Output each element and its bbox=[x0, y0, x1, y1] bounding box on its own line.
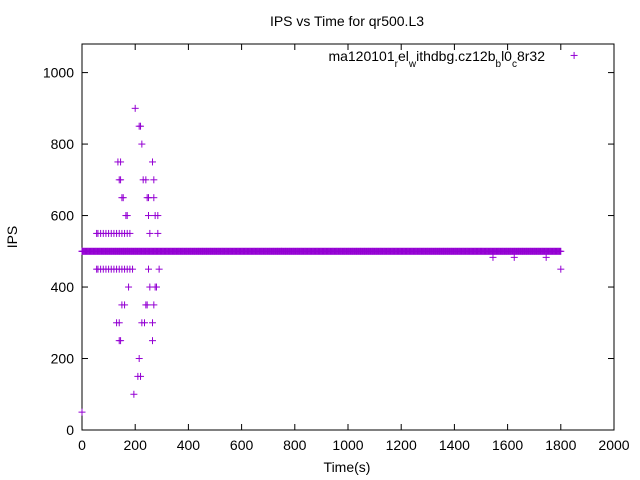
data-point bbox=[150, 176, 158, 184]
legend-label: ma120101relwithdbg.cz12bbl0c8r32 bbox=[328, 48, 545, 70]
x-tick-label: 200 bbox=[124, 437, 148, 453]
data-point bbox=[155, 265, 163, 273]
data-point bbox=[557, 247, 565, 255]
data-point bbox=[117, 158, 125, 166]
axis-ticks: 0 200 400 600 800 1000 1200 1400 1600 1800 2000 0 20… bbox=[43, 44, 630, 453]
legend-marker-icon bbox=[570, 51, 578, 59]
data-point bbox=[145, 212, 152, 220]
data-point bbox=[78, 247, 86, 255]
data-point bbox=[154, 212, 162, 220]
data-point bbox=[78, 408, 86, 416]
data-point bbox=[150, 301, 158, 309]
y-tick-label: 400 bbox=[51, 279, 75, 295]
y-tick-label: 200 bbox=[51, 351, 75, 367]
data-point bbox=[115, 319, 123, 327]
data-point bbox=[148, 337, 156, 345]
data-point bbox=[489, 253, 497, 261]
data-point bbox=[137, 372, 145, 380]
data-point bbox=[141, 319, 149, 327]
data-point bbox=[145, 265, 152, 273]
data-point bbox=[148, 319, 156, 327]
y-axis-label: IPS bbox=[4, 226, 20, 249]
x-tick-label: 1800 bbox=[545, 437, 576, 453]
legend-marker bbox=[570, 51, 578, 59]
data-point bbox=[126, 229, 134, 237]
x-tick-label: 1200 bbox=[386, 437, 417, 453]
data-point bbox=[123, 212, 131, 220]
data-point bbox=[119, 194, 127, 202]
data-point bbox=[146, 229, 154, 237]
x-tick-label: 600 bbox=[230, 437, 254, 453]
data-point bbox=[131, 104, 139, 112]
data-point bbox=[154, 229, 162, 237]
data-point bbox=[125, 283, 133, 291]
data-point bbox=[117, 176, 125, 184]
data-point bbox=[143, 301, 151, 309]
data-point bbox=[557, 265, 565, 273]
y-tick-label: 800 bbox=[51, 136, 75, 152]
data-points bbox=[78, 104, 565, 416]
data-point bbox=[130, 390, 138, 398]
data-point bbox=[142, 176, 150, 184]
x-axis-label: Time(s) bbox=[324, 459, 371, 475]
y-tick-label: 600 bbox=[51, 208, 75, 224]
x-tick-label: 1600 bbox=[492, 437, 523, 453]
data-point bbox=[138, 140, 146, 148]
data-point bbox=[510, 253, 518, 261]
data-point bbox=[152, 283, 160, 291]
y-tick-label: 1000 bbox=[43, 65, 74, 81]
data-point bbox=[148, 158, 156, 166]
data-point bbox=[117, 337, 125, 345]
plot-frame bbox=[81, 43, 615, 431]
data-point bbox=[121, 301, 129, 309]
data-point bbox=[150, 194, 158, 202]
data-point bbox=[129, 265, 137, 273]
data-point bbox=[542, 253, 550, 261]
y-tick-label: 0 bbox=[66, 422, 74, 438]
x-tick-label: 1400 bbox=[439, 437, 470, 453]
x-tick-label: 800 bbox=[283, 437, 307, 453]
x-tick-label: 0 bbox=[78, 437, 86, 453]
data-point bbox=[135, 355, 143, 363]
x-tick-label: 2000 bbox=[598, 437, 629, 453]
chart-title: IPS vs Time for qr500.L3 bbox=[270, 13, 424, 29]
x-tick-label: 1000 bbox=[332, 437, 363, 453]
data-point bbox=[137, 122, 145, 130]
x-tick-label: 400 bbox=[177, 437, 201, 453]
